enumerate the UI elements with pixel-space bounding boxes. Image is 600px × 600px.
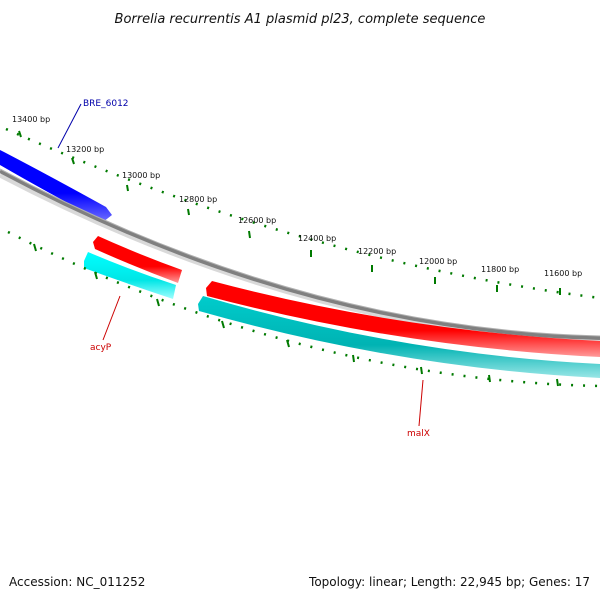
tick-label-13200: 13200 bp: [66, 145, 104, 154]
tick-mark: [248, 230, 251, 239]
inner-major-ticks: [33, 243, 559, 387]
sequence-backbone: [0, 169, 600, 340]
tick-label-12200: 12200 bp: [358, 247, 396, 256]
tick-label-12400: 12400 bp: [298, 234, 336, 243]
map-title: Borrelia recurrentis A1 plasmid pl23, co…: [115, 12, 486, 27]
tick-mark: [33, 243, 37, 252]
tick-mark: [126, 184, 129, 192]
gene-label-acyp[interactable]: acyP: [90, 343, 112, 353]
tick-mark: [156, 298, 160, 307]
backbone-highlight: [0, 168, 600, 337]
tick-label-13000: 13000 bp: [122, 171, 160, 180]
accession-text: Accession: NC_011252: [9, 575, 145, 589]
gene-label-malx[interactable]: malX: [407, 429, 430, 439]
leader-line-malx: [418, 379, 424, 427]
leader-line-bre-6012: [57, 103, 82, 149]
tick-mark: [221, 320, 225, 329]
gene-label-bre-6012[interactable]: BRE_6012: [83, 99, 129, 109]
feature-arrow-teal: [198, 296, 600, 378]
tick-label-13400: 13400 bp: [12, 115, 50, 124]
gene-arrow-bre-6012[interactable]: [0, 150, 112, 222]
tick-label-11600: 11600 bp: [544, 269, 582, 278]
summary-text: Topology: linear; Length: 22,945 bp; Gen…: [308, 575, 590, 589]
tick-label-12600: 12600 bp: [238, 216, 276, 225]
tick-label-12000: 12000 bp: [419, 257, 457, 266]
tick-mark: [71, 157, 75, 165]
feature-arrow-cyan: [84, 252, 176, 299]
leader-line-acyp: [102, 295, 121, 341]
tick-mark: [420, 366, 423, 375]
tick-mark: [352, 354, 355, 363]
gene-arrow-malx[interactable]: [206, 281, 600, 357]
tick-mark: [187, 208, 190, 216]
gene-arrow-acyp[interactable]: [93, 236, 182, 283]
tick-label-11800: 11800 bp: [481, 265, 519, 274]
tick-label-12800: 12800 bp: [179, 195, 217, 204]
tick-mark: [18, 130, 22, 138]
tick-mark: [556, 378, 559, 387]
tick-mark: [286, 339, 290, 348]
tick-mark: [488, 374, 491, 383]
tick-mark: [94, 271, 98, 280]
outer-major-ticks: [18, 130, 561, 295]
outer-tick-labels: 13400 bp 13200 bp 13000 bp 12800 bp 1260…: [12, 115, 582, 278]
